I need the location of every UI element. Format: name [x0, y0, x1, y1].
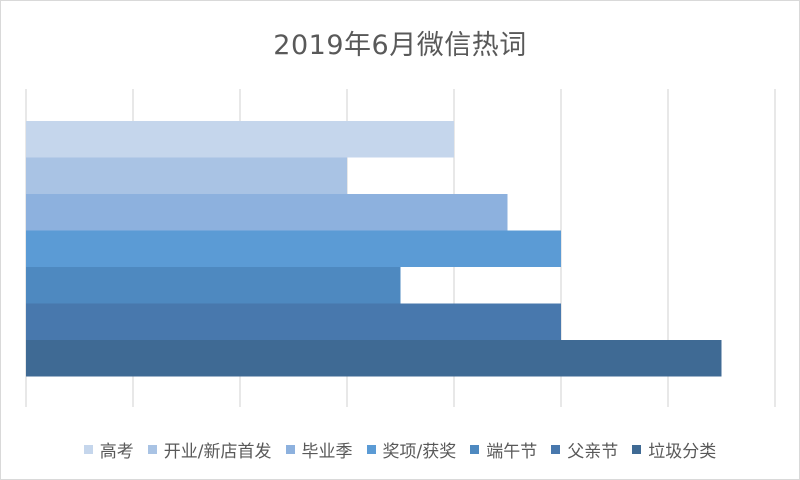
legend-label: 父亲节: [567, 442, 619, 462]
legend-swatch: [147, 445, 157, 454]
legend-item-1: 高考: [83, 437, 134, 462]
legend-swatch: [470, 445, 480, 454]
legend-label: 奖项/获奖: [382, 442, 457, 462]
legend-item-2: 开业/新店首发: [147, 437, 272, 462]
bar-6: [26, 303, 561, 340]
legend-label: 毕业季: [301, 442, 353, 462]
bar-3: [26, 194, 508, 231]
legend-label: 开业/新店首发: [163, 442, 272, 462]
legend-swatch: [366, 445, 376, 454]
bar-1: [26, 121, 454, 158]
legend-item-7: 垃圾分类: [632, 437, 716, 462]
legend-item-4: 奖项/获奖: [366, 437, 457, 462]
legend-swatch: [285, 445, 295, 454]
legend-swatch: [632, 445, 642, 454]
bar-5: [26, 267, 401, 304]
chart-title: 2019年6月微信热词: [273, 30, 527, 61]
legend-label: 高考: [99, 442, 134, 462]
legend-item-5: 端午节: [470, 437, 537, 462]
legend-item-3: 毕业季: [285, 437, 353, 462]
legend-swatch: [83, 445, 93, 454]
legend-label: 端午节: [486, 442, 538, 462]
legend-label: 垃圾分类: [648, 442, 717, 462]
legend-swatch: [551, 445, 561, 454]
bar-7: [26, 340, 722, 377]
legend: 高考 开业/新店首发 毕业季 奖项/获奖 端午节 父亲节 垃圾分类: [1, 437, 799, 462]
legend-item-6: 父亲节: [551, 437, 618, 462]
bar-2: [26, 157, 347, 194]
bar-4: [26, 230, 561, 267]
